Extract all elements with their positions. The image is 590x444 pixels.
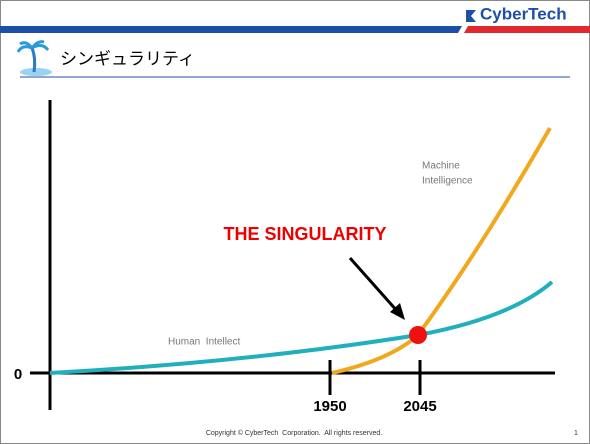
human-label: Human Intellect xyxy=(168,337,240,348)
machine-curve xyxy=(331,127,552,375)
slide-title: シンギュラリティ xyxy=(60,49,195,68)
top-stripe-red xyxy=(464,26,590,33)
brand: CyberTech xyxy=(480,4,567,23)
copyright: Copyright © CyberTech Corporation. All r… xyxy=(206,429,382,437)
top-stripe-blue xyxy=(0,26,462,33)
highlight-label: THE SINGULARITY xyxy=(223,224,386,244)
machine-label: Intelligence xyxy=(422,176,473,187)
x-label: 1950 xyxy=(313,398,346,415)
human-curve xyxy=(49,280,554,375)
singularity-point xyxy=(409,326,427,344)
x-label: 2045 xyxy=(403,398,436,415)
logo: CyberTech xyxy=(466,4,567,23)
arrow-head xyxy=(390,303,405,320)
palm-icon xyxy=(16,40,52,76)
y-origin-label: 0 xyxy=(14,366,22,383)
logo-mark xyxy=(466,10,476,22)
machine-label: Machine xyxy=(422,161,460,172)
arrow-shaft xyxy=(348,257,400,313)
page-number: 1 xyxy=(574,430,578,437)
